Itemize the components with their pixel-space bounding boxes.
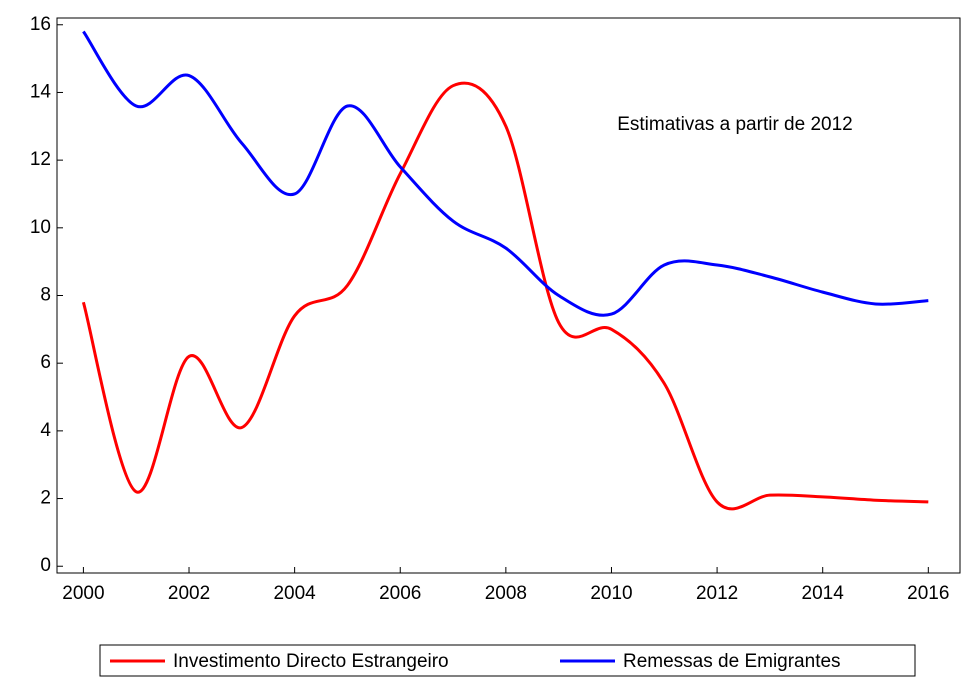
- y-tick-label: 12: [30, 149, 51, 170]
- x-tick-label: 2010: [590, 583, 632, 604]
- series-line: [82, 30, 929, 317]
- y-tick-label: 10: [30, 217, 51, 238]
- legend-label: Investimento Directo Estrangeiro: [173, 651, 449, 672]
- x-tick-label: 2008: [485, 583, 527, 604]
- x-tick-label: 2000: [62, 583, 104, 604]
- x-tick-label: 2002: [168, 583, 210, 604]
- x-tick-label: 2012: [696, 583, 738, 604]
- x-tick-label: 2016: [907, 583, 949, 604]
- plot-frame: [56, 17, 961, 574]
- x-tick-label: 2006: [379, 583, 421, 604]
- y-tick-label: 4: [40, 420, 51, 441]
- y-tick-label: 14: [30, 81, 52, 102]
- y-tick-label: 6: [40, 352, 51, 373]
- y-tick-label: 16: [30, 14, 51, 35]
- x-tick-label: 2004: [273, 583, 316, 604]
- y-tick-label: 8: [40, 285, 51, 306]
- annotation: Estimativas a partir de 2012: [617, 114, 853, 135]
- legend-box: [99, 644, 916, 677]
- y-tick-label: 0: [40, 555, 51, 576]
- legend-label: Remessas de Emigrantes: [623, 651, 841, 672]
- series-line: [81, 81, 929, 511]
- y-tick-label: 2: [40, 488, 51, 509]
- x-tick-label: 2014: [802, 583, 845, 604]
